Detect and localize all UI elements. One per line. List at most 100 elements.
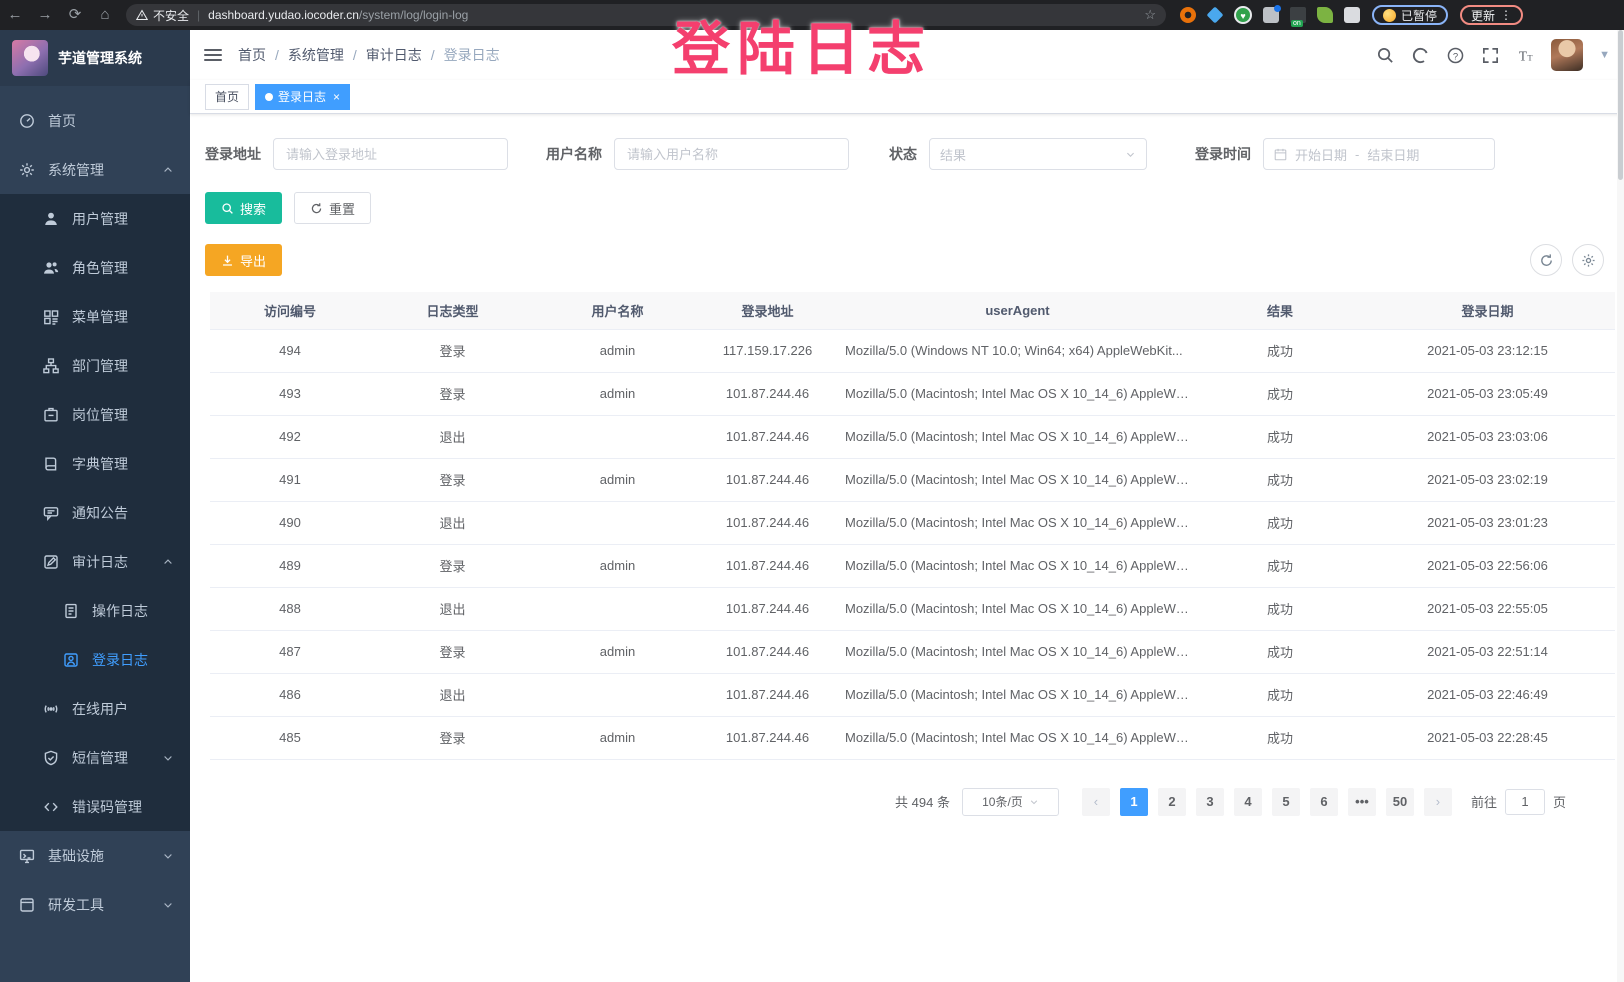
refresh-icon[interactable] (1530, 244, 1562, 276)
status-select[interactable]: 结果 (929, 138, 1147, 170)
sidebar-item-error-code[interactable]: 错误码管理 (0, 782, 190, 831)
browser-back-icon[interactable]: ← (7, 6, 23, 23)
login-address-input[interactable] (273, 138, 508, 170)
extension-icon-grid[interactable] (1263, 5, 1281, 23)
page-size-select[interactable]: 10条/页 (961, 787, 1059, 816)
search-button[interactable]: 搜索 (205, 192, 283, 224)
username-input[interactable] (614, 138, 849, 170)
logo-image (12, 40, 48, 76)
page-button[interactable]: 2 (1157, 787, 1186, 816)
extension-strip: ♥ (1180, 5, 1360, 27)
browser-home-icon[interactable]: ⌂ (100, 6, 110, 23)
sidebar-item-notice[interactable]: 通知公告 (0, 488, 190, 537)
table-row: 492 退出 101.87.244.46 Mozilla/5.0 (Macintosh… (210, 415, 1615, 459)
page-button[interactable]: 5 (1271, 787, 1300, 816)
table-cell: 494 (210, 329, 370, 373)
sidebar-item-menus[interactable]: 菜单管理 (0, 292, 190, 341)
table-cell: 2021-05-03 22:51:14 (1360, 630, 1615, 674)
status-label: 状态 (889, 146, 917, 162)
reset-button[interactable]: 重置 (294, 192, 372, 224)
table-cell: 成功 (1200, 673, 1360, 717)
extension-icon-leaf[interactable] (1317, 7, 1333, 23)
table-cell: Mozilla/5.0 (Macintosh; Intel Mac OS X 1… (835, 458, 1200, 502)
page-button[interactable]: 3 (1195, 787, 1224, 816)
table-cell: Mozilla/5.0 (Macintosh; Intel Mac OS X 1… (835, 415, 1200, 459)
browser-menu-kebab-icon[interactable]: ⋮ (1500, 8, 1513, 22)
more-pages-button[interactable]: ••• (1347, 787, 1376, 816)
bookmark-star-icon[interactable]: ☆ (1144, 7, 1156, 22)
fullscreen-icon[interactable] (1481, 46, 1500, 65)
login-time-range-picker[interactable]: 开始日期 - 结束日期 (1263, 138, 1495, 170)
paused-badge[interactable]: 已暂停 (1372, 5, 1449, 25)
sidebar-item-system[interactable]: 系统管理 (0, 145, 190, 194)
sidebar-item-operation-log[interactable]: 操作日志 (0, 586, 190, 635)
table-cell: 485 (210, 716, 370, 760)
sidebar-item-depts[interactable]: 部门管理 (0, 341, 190, 390)
page-button[interactable]: 4 (1233, 787, 1262, 816)
extension-icon-orange[interactable] (1180, 7, 1196, 23)
column-settings-icon[interactable] (1572, 244, 1604, 276)
table-row: 493 登录 admin 101.87.244.46 Mozilla/5.0 (Maci… (210, 372, 1615, 416)
sidebar-item-devtools[interactable]: 研发工具 (0, 880, 190, 929)
prev-page-button[interactable]: ‹ (1081, 787, 1110, 816)
user-avatar[interactable] (1551, 39, 1584, 71)
table-cell: 101.87.244.46 (700, 716, 835, 760)
table-cell: 117.159.17.226 (700, 329, 835, 373)
sidebar-item-home[interactable]: 首页 (0, 96, 190, 145)
breadcrumb: 首页 / 系统管理 / 审计日志 / 登录日志 (238, 47, 500, 63)
goto-page-input[interactable] (1504, 788, 1545, 815)
next-page-button[interactable]: › (1423, 787, 1452, 816)
sidebar-item-audit-log[interactable]: 审计日志 (0, 537, 190, 586)
sidebar-item-posts[interactable]: 岗位管理 (0, 390, 190, 439)
export-button[interactable]: 导出 (205, 244, 283, 276)
sidebar: 芋道管理系统 首页 系统管理 用户管理 角色管理 菜单管理 部门管理 岗位管理 字典管理 通知公… (0, 30, 190, 982)
breadcrumb-system[interactable]: 系统管理 (287, 47, 344, 63)
table-cell: 登录 (370, 372, 535, 416)
github-icon[interactable] (1411, 46, 1430, 65)
extension-icon-blue-gem[interactable] (1207, 7, 1223, 23)
help-docs-icon[interactable]: ? (1446, 46, 1465, 65)
page-button[interactable]: 1 (1119, 787, 1148, 816)
app-logo[interactable]: 芋道管理系统 (0, 30, 190, 86)
extensions-puzzle-icon[interactable] (1344, 7, 1360, 23)
tab-login-log[interactable]: 登录日志 × (255, 83, 351, 110)
sidebar-item-dict[interactable]: 字典管理 (0, 439, 190, 488)
extension-icon-on-badge[interactable] (1290, 7, 1306, 27)
tab-close-icon[interactable]: × (333, 89, 341, 104)
table-cell: 2021-05-03 23:01:23 (1360, 501, 1615, 545)
table-cell: 成功 (1200, 544, 1360, 588)
page-scrollbar[interactable] (1617, 30, 1624, 982)
sidebar-item-roles[interactable]: 角色管理 (0, 243, 190, 292)
table-cell: Mozilla/5.0 (Macintosh; Intel Mac OS X 1… (835, 673, 1200, 717)
page-button[interactable]: 6 (1309, 787, 1338, 816)
breadcrumb-audit-log[interactable]: 审计日志 (365, 47, 422, 63)
table-cell: admin (535, 458, 700, 502)
page-button[interactable]: 50 (1385, 787, 1414, 816)
table-cell (535, 673, 700, 717)
search-icon[interactable] (1376, 46, 1395, 65)
table-row: 489 登录 admin 101.87.244.46 Mozilla/5.0 (Maci… (210, 544, 1615, 588)
avatar-caret-down-icon[interactable]: ▼ (1599, 49, 1610, 61)
emoji-face-icon (1383, 8, 1396, 22)
tab-home[interactable]: 首页 (205, 83, 250, 110)
sidebar-toggle-icon[interactable] (204, 49, 222, 61)
user-icon (43, 211, 59, 227)
breadcrumb-home[interactable]: 首页 (238, 47, 266, 63)
dict-icon (43, 456, 59, 472)
login-address-label: 登录地址 (205, 146, 261, 162)
browser-update-button[interactable]: 更新 ⋮ (1460, 5, 1524, 25)
browser-reload-icon[interactable]: ⟳ (68, 6, 82, 23)
browser-forward-icon[interactable]: → (37, 6, 53, 23)
scrollbar-thumb[interactable] (1618, 30, 1623, 180)
table-cell: 成功 (1200, 415, 1360, 459)
sidebar-item-login-log[interactable]: 登录日志 (0, 635, 190, 684)
sidebar-item-sms[interactable]: 短信管理 (0, 733, 190, 782)
sidebar-item-users[interactable]: 用户管理 (0, 194, 190, 243)
table-cell: 成功 (1200, 501, 1360, 545)
extension-icon-green-heart[interactable]: ♥ (1234, 6, 1252, 24)
address-bar[interactable]: 不安全 | dashboard.yudao.iocoder.cn /system… (126, 4, 1166, 26)
sidebar-item-infra[interactable]: 基础设施 (0, 831, 190, 880)
sidebar-item-online-users[interactable]: 在线用户 (0, 684, 190, 733)
table-cell: 101.87.244.46 (700, 587, 835, 631)
